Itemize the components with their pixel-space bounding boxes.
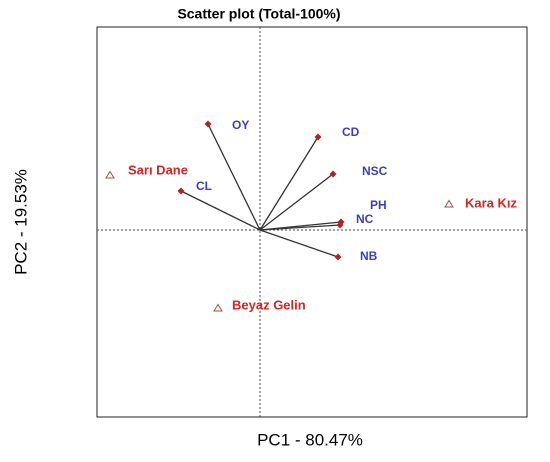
loading-point — [204, 120, 212, 128]
chart-title: Scatter plot (Total-100%) — [177, 6, 340, 22]
loading-vector — [259, 224, 341, 231]
variable-label: NB — [360, 249, 378, 263]
x-axis-label: PC1 - 80.47% — [257, 430, 363, 449]
loading-vector — [180, 190, 261, 231]
loading-point — [329, 170, 337, 178]
variable-label: NSC — [362, 164, 388, 178]
variable-label: OY — [232, 118, 249, 132]
loading-vector — [259, 173, 334, 231]
observation-label: Kara Kız — [465, 195, 518, 210]
variable-label: PH — [370, 198, 387, 212]
loading-vector — [259, 229, 339, 258]
variable-label: NC — [356, 212, 374, 226]
loading-point — [336, 221, 344, 229]
loading-vector — [207, 123, 261, 231]
observation-point — [213, 303, 223, 312]
loading-point — [314, 133, 322, 141]
loading-vector — [259, 136, 319, 231]
observation-label: Beyaz Gelin — [232, 297, 306, 312]
observation-label: Sarı Dane — [128, 162, 188, 177]
variable-label: CL — [196, 179, 212, 193]
observation-point — [444, 199, 454, 208]
plot-frame — [96, 26, 528, 418]
loading-point — [334, 253, 342, 261]
loading-point — [177, 187, 185, 195]
observation-point — [105, 170, 115, 179]
y-axis-label: PC2 - 19.53% — [11, 169, 30, 275]
variable-label: CD — [342, 125, 360, 139]
